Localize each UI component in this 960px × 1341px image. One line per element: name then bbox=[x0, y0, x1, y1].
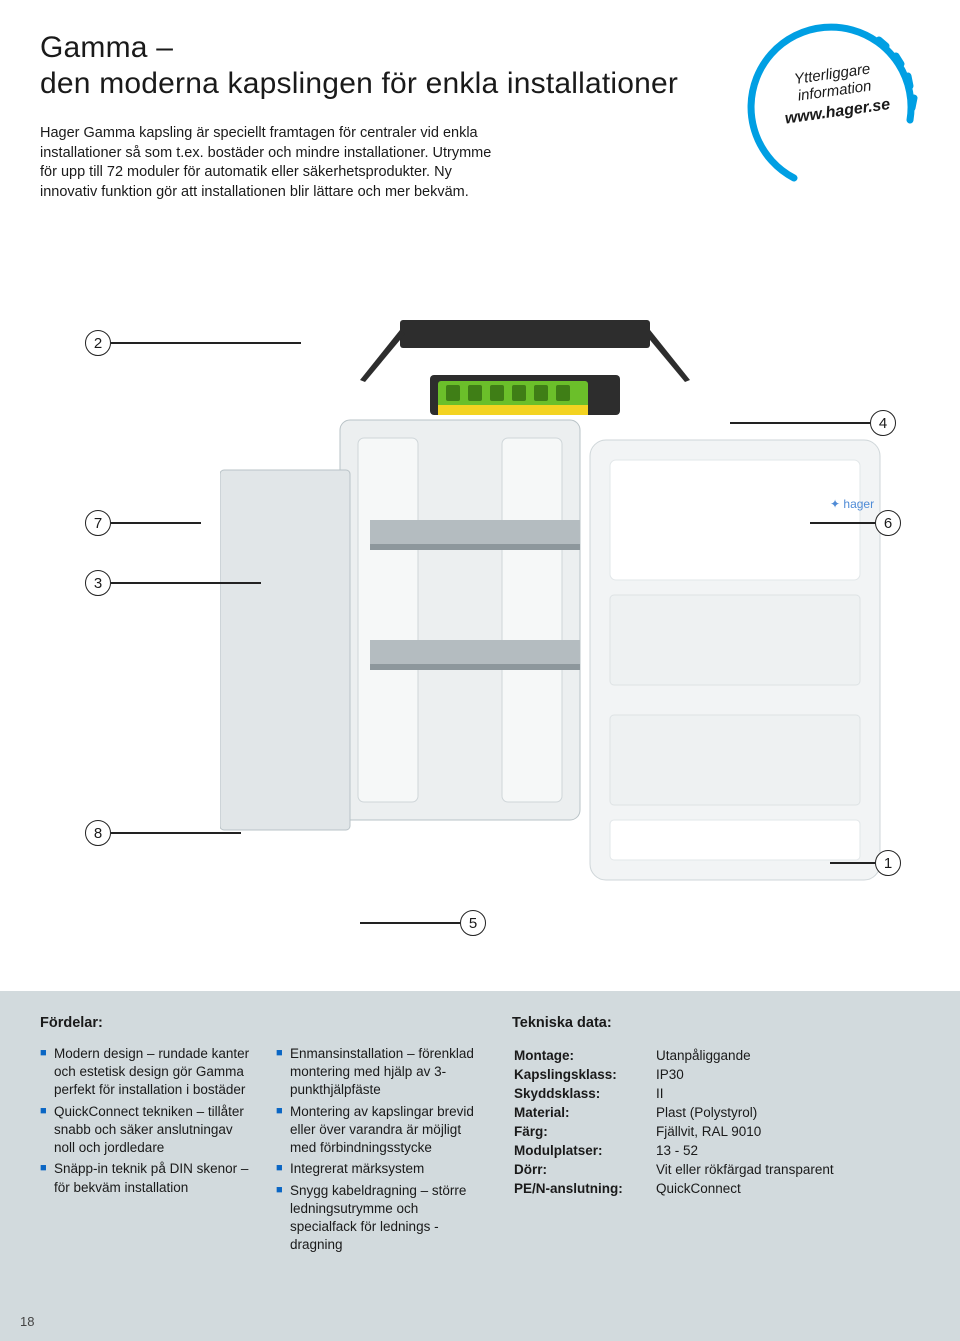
callout-number: 8 bbox=[85, 820, 111, 846]
page-number: 18 bbox=[20, 1314, 34, 1329]
techdata-value: Plast (Polystyrol) bbox=[656, 1104, 918, 1121]
front-enclosure: ✦ hager bbox=[590, 440, 880, 880]
techdata-row: PE/N-anslutning:QuickConnect bbox=[514, 1180, 918, 1197]
techdata-value: 13 - 52 bbox=[656, 1142, 918, 1159]
top-bracket bbox=[360, 320, 690, 382]
callout-leader bbox=[830, 862, 875, 864]
advantages-heading: Fördelar: bbox=[40, 1015, 250, 1031]
callout-leader bbox=[360, 922, 460, 924]
callout-1: 1 bbox=[830, 850, 901, 876]
techdata-row: Kapslingsklass:IP30 bbox=[514, 1066, 918, 1083]
callout-5: 5 bbox=[360, 910, 486, 936]
callout-leader bbox=[810, 522, 875, 524]
callout-2: 2 bbox=[85, 330, 301, 356]
callout-4: 4 bbox=[730, 410, 896, 436]
techdata-value: Vit eller rökfärgad transparent bbox=[656, 1161, 918, 1178]
mounting-frame bbox=[340, 420, 580, 820]
callout-number: 2 bbox=[85, 330, 111, 356]
advantages-list-2: Enmansinstallation – förenklad montering… bbox=[276, 1045, 486, 1254]
techdata-row: Montage:Utanpåliggande bbox=[514, 1047, 918, 1064]
callout-leader bbox=[111, 522, 201, 524]
techdata-table: Montage:UtanpåliggandeKapslingsklass:IP3… bbox=[512, 1045, 920, 1199]
techdata-key: Dörr: bbox=[514, 1161, 654, 1178]
info-band: Fördelar: Modern design – rundade kanter… bbox=[0, 991, 960, 1341]
advantage-item: Enmansinstallation – förenklad montering… bbox=[276, 1045, 486, 1100]
techdata-row: Modulplatser:13 - 52 bbox=[514, 1142, 918, 1159]
callout-3: 3 bbox=[85, 570, 261, 596]
advantage-item: QuickConnect tekniken – tillåter snabb o… bbox=[40, 1103, 250, 1158]
intro-paragraph: Hager Gamma kapsling är speciellt framta… bbox=[40, 124, 500, 202]
callout-number: 1 bbox=[875, 850, 901, 876]
techdata-value: QuickConnect bbox=[656, 1180, 918, 1197]
techdata-key: Material: bbox=[514, 1104, 654, 1121]
callout-number: 7 bbox=[85, 510, 111, 536]
advantage-item: Snäpp-in teknik på DIN skenor – för bekv… bbox=[40, 1160, 250, 1196]
callout-number: 4 bbox=[870, 410, 896, 436]
terminal-block bbox=[430, 375, 620, 415]
advantages-heading-spacer bbox=[276, 1015, 486, 1031]
advantage-item: Integrerat märksystem bbox=[276, 1160, 486, 1178]
techdata-value: II bbox=[656, 1085, 918, 1102]
callout-leader bbox=[111, 582, 261, 584]
techdata-value: Utanpåliggande bbox=[656, 1047, 918, 1064]
product-diagram: ✦ hager 2 4 7 6 3 8 1 5 bbox=[40, 310, 920, 950]
techdata-row: Skyddsklass:II bbox=[514, 1085, 918, 1102]
callout-leader bbox=[111, 342, 301, 344]
techdata-key: Kapslingsklass: bbox=[514, 1066, 654, 1083]
techdata-value: Fjällvit, RAL 9010 bbox=[656, 1123, 918, 1140]
techdata-key: Skyddsklass: bbox=[514, 1085, 654, 1102]
advantage-item: Modern design – rundade kanter och estet… bbox=[40, 1045, 250, 1100]
techdata-row: Dörr:Vit eller rökfärgad transparent bbox=[514, 1161, 918, 1178]
techdata-key: PE/N-anslutning: bbox=[514, 1180, 654, 1197]
callout-number: 5 bbox=[460, 910, 486, 936]
callout-leader bbox=[730, 422, 870, 424]
callout-number: 6 bbox=[875, 510, 901, 536]
techdata-row: Färg:Fjällvit, RAL 9010 bbox=[514, 1123, 918, 1140]
advantages-list-1: Modern design – rundade kanter och estet… bbox=[40, 1045, 250, 1197]
techdata-key: Modulplatser: bbox=[514, 1142, 654, 1159]
techdata-key: Färg: bbox=[514, 1123, 654, 1140]
techdata-row: Material:Plast (Polystyrol) bbox=[514, 1104, 918, 1121]
brand-label: ✦ hager bbox=[830, 497, 874, 511]
callout-8: 8 bbox=[85, 820, 241, 846]
callout-number: 3 bbox=[85, 570, 111, 596]
advantage-item: Snygg kabeldragning – större ledningsutr… bbox=[276, 1182, 486, 1255]
callout-6: 6 bbox=[810, 510, 901, 536]
advantage-item: Montering av kapslingar brevid eller öve… bbox=[276, 1103, 486, 1158]
callout-leader bbox=[111, 832, 241, 834]
callout-7: 7 bbox=[85, 510, 201, 536]
techdata-heading: Tekniska data: bbox=[512, 1015, 920, 1031]
techdata-key: Montage: bbox=[514, 1047, 654, 1064]
info-badge: Ytterliggare information www.hager.se bbox=[740, 10, 930, 200]
techdata-value: IP30 bbox=[656, 1066, 918, 1083]
door-panel bbox=[220, 470, 350, 830]
